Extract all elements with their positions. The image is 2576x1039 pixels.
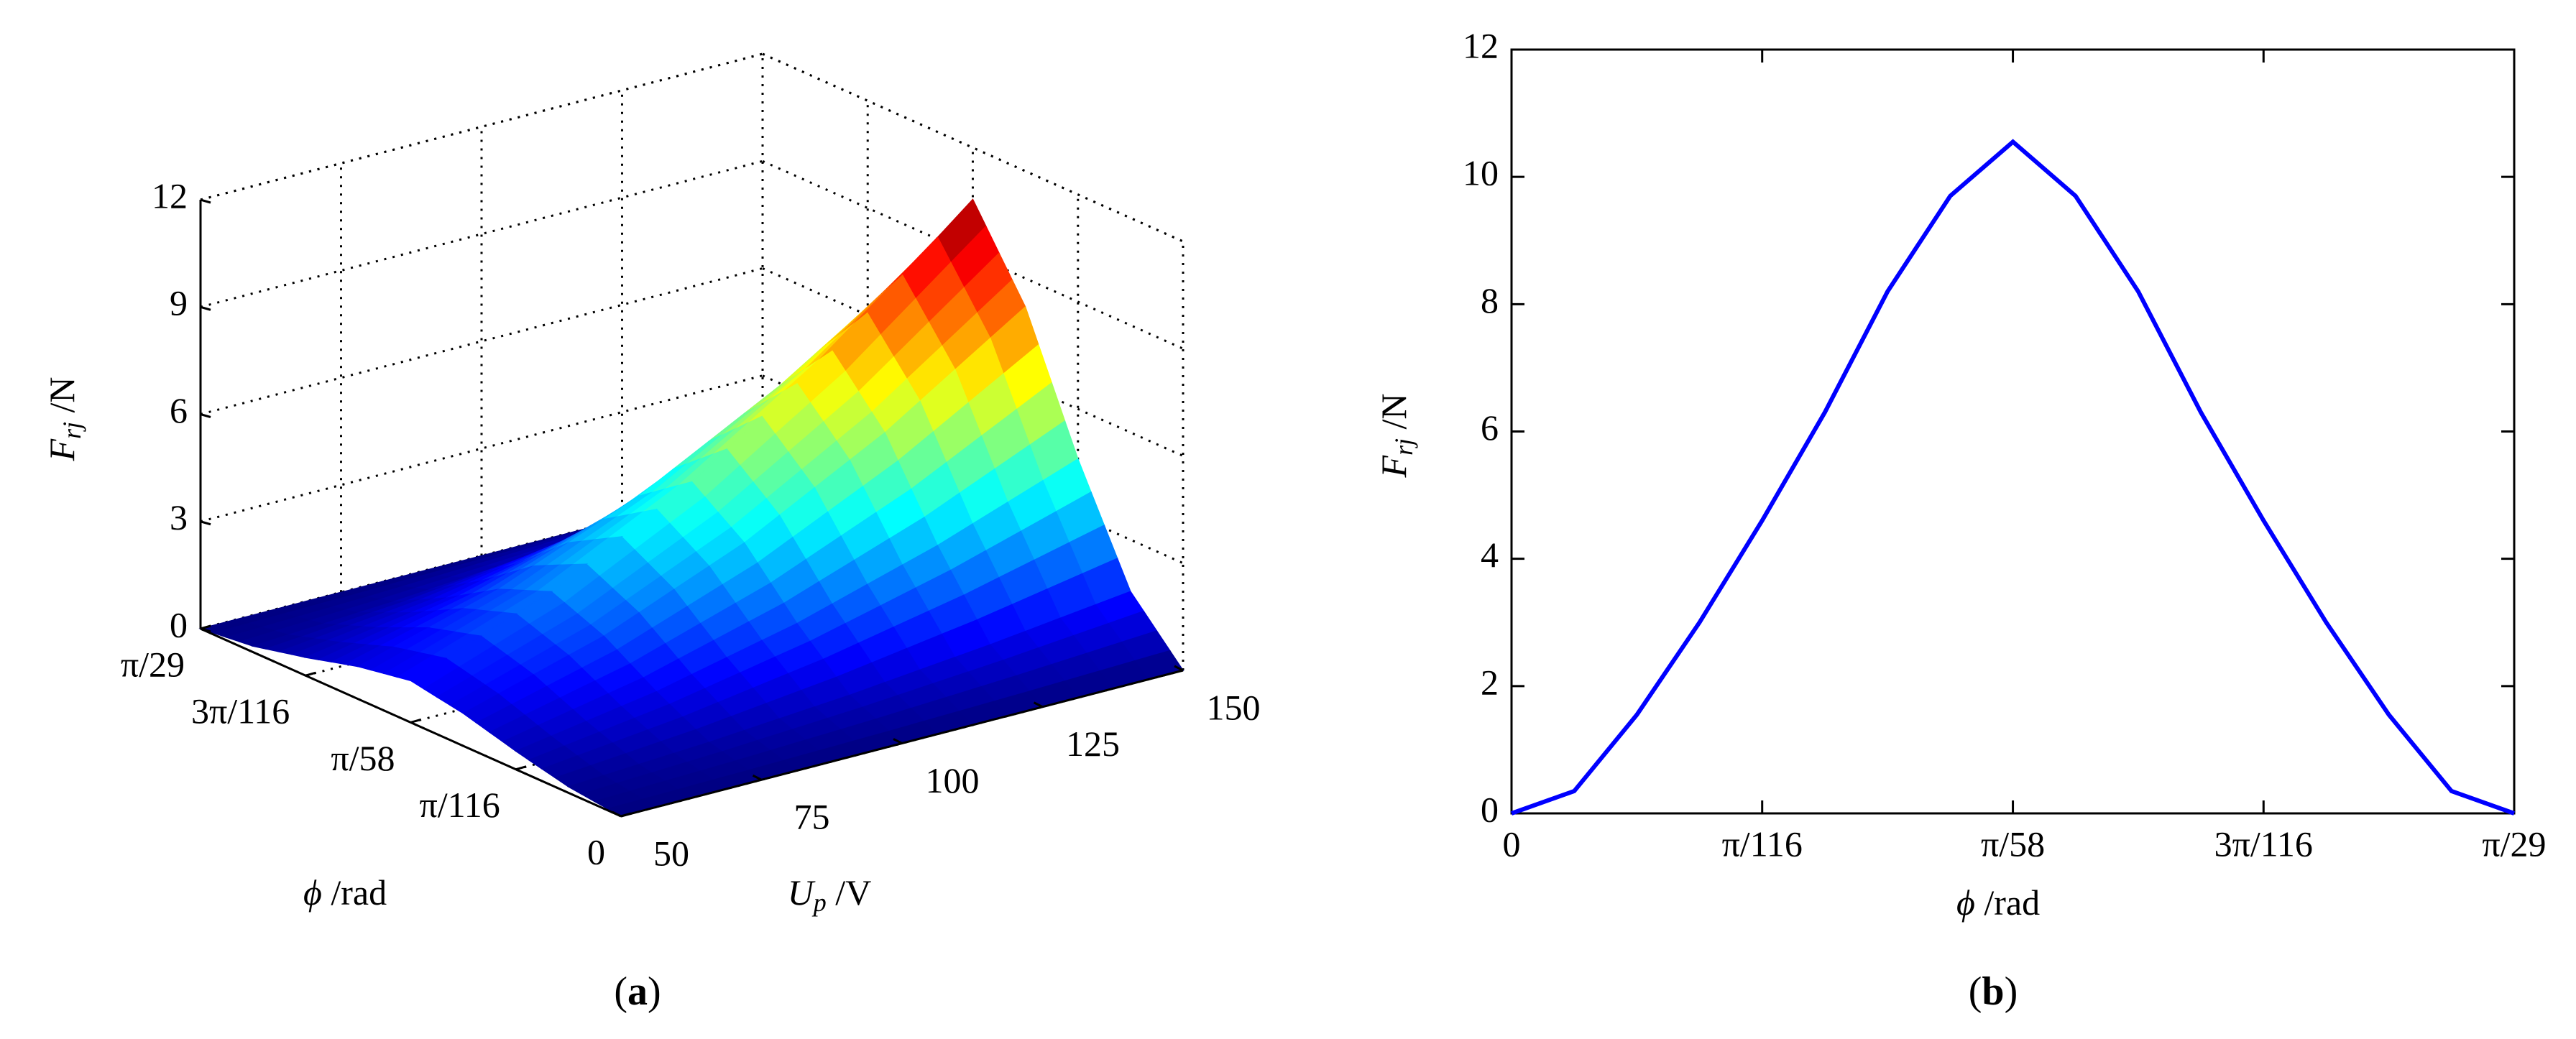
caption: (a) (614, 969, 661, 1014)
z-tick-label: 0 (170, 604, 188, 645)
tick-mark (200, 198, 211, 204)
label-part: p (811, 888, 827, 917)
label-part: ) (648, 969, 661, 1014)
y-tick-label: 75 (794, 797, 830, 837)
x-axis-label: ϕ /rad (303, 872, 387, 913)
x-tick-label: π/58 (1981, 823, 2045, 864)
y-axis-label: Frj /N (1374, 393, 1418, 478)
label-part: ϕ (303, 872, 322, 913)
x-tick-label: 0 (1503, 823, 1521, 864)
grid-line (200, 160, 763, 308)
y-tick-label: 4 (1481, 535, 1499, 575)
label-part: F (1374, 456, 1414, 479)
label-part: /N (42, 377, 82, 422)
label-part: /rad (322, 872, 387, 913)
label-part: b (1982, 969, 2004, 1014)
label-part: ( (614, 969, 627, 1014)
plot-area (1510, 48, 2516, 815)
tick-mark (620, 812, 632, 818)
z-tick-label: 12 (152, 175, 188, 216)
z-tick-label: 6 (170, 390, 188, 430)
x-axis-label: ϕ /rad (1956, 882, 2040, 923)
label-part: a (627, 969, 648, 1014)
y-axis-label: Up /V (788, 872, 872, 917)
y-tick-label: 50 (653, 833, 689, 873)
grid-line (200, 374, 763, 523)
box-edge (200, 52, 763, 201)
x-tick-label: π/116 (419, 785, 500, 825)
tick-mark (200, 413, 211, 418)
tick-mark (200, 520, 211, 526)
tick-mark (305, 671, 316, 677)
caption: (b) (1969, 969, 2018, 1014)
tick-mark (893, 738, 903, 744)
line-series (1510, 139, 2516, 816)
x-tick-label: 3π/116 (2214, 823, 2313, 864)
x-tick-label: π/29 (121, 644, 185, 684)
label-part: ( (1969, 969, 1982, 1014)
label-part: rj (58, 422, 86, 439)
label-part: U (788, 872, 816, 913)
y-tick-label: 10 (1463, 153, 1499, 193)
label-part: ϕ (1956, 882, 1975, 923)
label-part: /V (827, 872, 872, 913)
x-tick-label: 0 (587, 831, 605, 872)
x-tick-label: π/116 (1722, 823, 1803, 864)
x-tick-label: 3π/116 (191, 691, 290, 731)
grid-line (200, 267, 763, 415)
z-axis-label: Frj /N (42, 377, 86, 461)
y-tick-label: 8 (1481, 280, 1499, 320)
y-tick-label: 12 (1463, 25, 1499, 65)
label-part: /N (1374, 393, 1414, 438)
tick-mark (752, 774, 763, 781)
label-part: rj (1389, 438, 1418, 456)
tick-mark (515, 765, 527, 771)
y-tick-label: 2 (1481, 662, 1499, 702)
x-tick-label: π/29 (2482, 823, 2546, 864)
tick-mark (200, 305, 211, 311)
y-tick-label: 125 (1066, 724, 1120, 764)
tick-mark (612, 811, 622, 818)
y-tick-label: 6 (1481, 407, 1499, 448)
tick-mark (1174, 665, 1184, 672)
y-tick-label: 100 (926, 760, 980, 800)
y-tick-label: 150 (1207, 687, 1261, 727)
label-part: ) (2005, 969, 2018, 1014)
x-tick-label: π/58 (331, 738, 395, 778)
z-tick-label: 9 (170, 283, 188, 323)
z-tick-label: 3 (170, 497, 188, 537)
label-part: /rad (1975, 882, 2040, 923)
tick-mark (200, 624, 211, 630)
tick-mark (410, 719, 421, 724)
label-part: F (42, 439, 82, 462)
tick-mark (1033, 701, 1044, 708)
y-tick-label: 0 (1481, 789, 1499, 829)
